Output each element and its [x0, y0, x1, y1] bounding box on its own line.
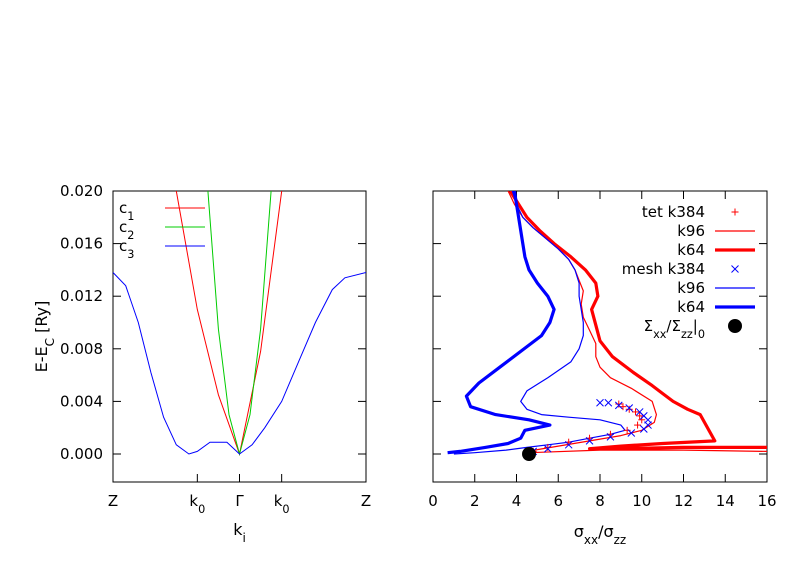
- series-point-mesh-k384: [639, 425, 648, 433]
- series-point-tet-k384: [544, 443, 552, 451]
- legend-label-tet-k384-0: tet k384: [642, 203, 705, 221]
- legend-label-k64-5: k64: [677, 298, 705, 316]
- right-x-tick-label: 14: [716, 492, 735, 510]
- series-point-mesh-k384: [596, 398, 604, 407]
- legend-swatch-xx-zz-0: [728, 319, 742, 333]
- series-line-k64-2: [508, 191, 767, 451]
- right-x-tick-label: 12: [674, 492, 693, 510]
- right-series-group: [447, 191, 767, 456]
- legend-label-mesh-k384-3: mesh k384: [622, 260, 705, 278]
- left-x-tick-label: Γ: [235, 492, 244, 510]
- left-y-tick-label: 0.020: [60, 182, 103, 200]
- right-x-tick-label: 0: [428, 492, 438, 510]
- series-point-mesh-k384: [564, 440, 573, 449]
- legend-label-k96-1: k96: [677, 222, 705, 240]
- series-line-c-3: [113, 272, 366, 455]
- right-x-tick-label: 4: [512, 492, 522, 510]
- legend-label-xx-zz-0-6: Σxx/Σzz|0: [644, 317, 705, 341]
- series-point-tet-k384: [615, 400, 623, 408]
- series-line-c-1: [175, 191, 283, 456]
- left-y-axis-label: E-EC [Ry]: [32, 301, 57, 373]
- series-line-c-2: [207, 191, 272, 456]
- series-point-mesh-k384: [604, 398, 613, 407]
- legend-label-c-2: c2: [119, 218, 134, 242]
- left-series-group: [113, 191, 366, 456]
- series-point-tet-k384: [623, 426, 631, 434]
- left-plot-frame: [112, 190, 367, 483]
- left-y-tick-label: 0.008: [60, 340, 103, 358]
- left-x-tick-label: Z: [108, 492, 118, 510]
- legend-label-k64-2: k64: [677, 241, 705, 259]
- right-x-tick-label: 8: [595, 492, 605, 510]
- legend-label-c-3: c3: [119, 237, 134, 261]
- left-y-tick-label: 0.016: [60, 235, 103, 253]
- right-x-tick-label: 10: [632, 492, 651, 510]
- legend-label-c-1: c1: [119, 199, 134, 223]
- series-point-tet-k384: [625, 405, 633, 413]
- series-point-mesh-k384: [625, 404, 634, 412]
- series-point-tet-k384: [634, 421, 642, 429]
- left-y-tick-label: 0.012: [60, 287, 103, 305]
- right-x-tick-label: 2: [470, 492, 480, 510]
- series-point-mesh-k384: [614, 401, 623, 410]
- right-x-tick-label: 16: [757, 492, 776, 510]
- left-y-tick-label: 0.004: [60, 392, 103, 410]
- left-x-tick-label: k0: [274, 492, 290, 516]
- series-point-mesh-k384: [627, 429, 636, 437]
- left-x-tick-label: k0: [189, 492, 205, 516]
- series-point-tet-k384: [631, 408, 639, 416]
- series-point-tet-k384: [636, 412, 644, 420]
- series-point-mesh-k384: [606, 433, 615, 441]
- series-point-mesh-k384: [543, 444, 552, 453]
- series-point-mesh-k384: [585, 436, 594, 445]
- left-x-tick-label: Z: [361, 492, 371, 510]
- legend-swatch-mesh-k384: [731, 265, 739, 273]
- left-y-tick-label: 0.000: [60, 445, 103, 463]
- series-line-k64-5: [447, 191, 556, 455]
- legend-swatch-tet-k384: [731, 208, 739, 216]
- right-x-axis-label: σxx/σzz: [574, 522, 626, 547]
- series-point-xx-zz-0: [522, 447, 537, 461]
- right-x-tick-label: 6: [553, 492, 563, 510]
- legend-label-k96-4: k96: [677, 279, 705, 297]
- left-x-axis-label: ki: [233, 520, 246, 545]
